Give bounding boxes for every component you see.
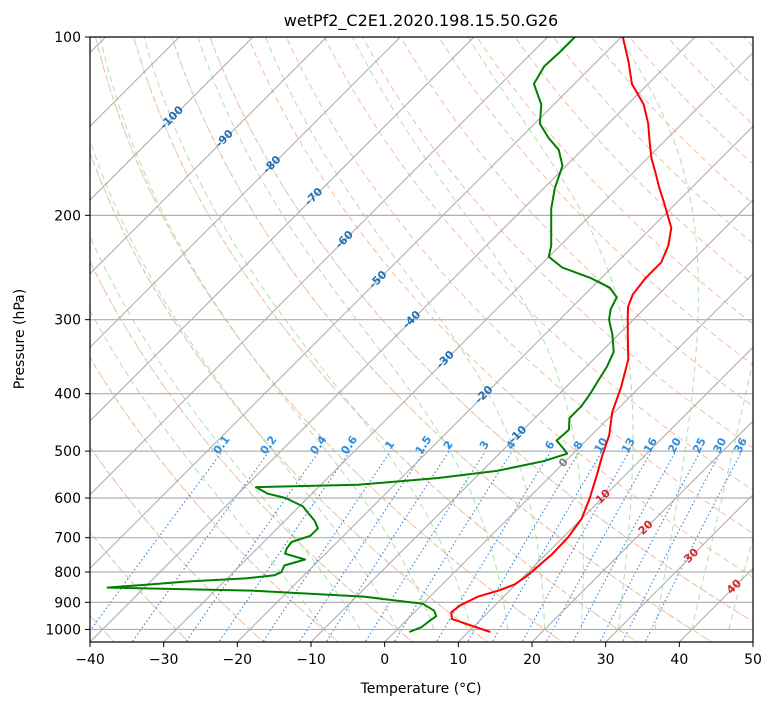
y-axis-title: Pressure (hPa) (12, 289, 28, 389)
mixing-ratio-line (621, 450, 722, 642)
moist-adiabat-line (352, 37, 584, 630)
moist-adiabat-line (467, 37, 634, 630)
y-tick-label: 100 (54, 30, 81, 46)
x-tick-label: 20 (523, 652, 541, 668)
y-tick-label: 600 (54, 491, 81, 507)
dry-adiabat-line (362, 37, 753, 449)
moist-adiabat-line (728, 536, 753, 630)
y-tick-label: 500 (54, 444, 81, 460)
x-axis-title: Temperature (°C) (360, 681, 482, 697)
isotherm-line (236, 125, 753, 642)
y-tick-label: 1000 (45, 622, 81, 638)
isotherm-line (90, 37, 475, 422)
isotherm-line (90, 37, 549, 496)
mixing-ratio-line (262, 450, 392, 642)
isotherm-line (604, 493, 753, 642)
x-tick-label: −10 (296, 652, 326, 668)
x-tick-label: 30 (597, 652, 615, 668)
temperature-line (450, 37, 673, 633)
moist-adiabat-line (691, 357, 753, 630)
x-tick-label: −20 (223, 652, 253, 668)
moist-adiabat-line (619, 37, 699, 630)
profile-lines (106, 37, 673, 633)
plot-frame (89, 36, 754, 643)
theta-e-line (90, 445, 265, 642)
mixing-ratio-line (393, 450, 513, 642)
mixing-ratio-line (325, 450, 450, 642)
mixing-ratio-line (90, 450, 223, 632)
y-tick-label: 300 (54, 313, 81, 329)
x-tick-label: 40 (670, 652, 688, 668)
dry-adiabat-line (438, 37, 753, 366)
y-tick-label: 400 (54, 387, 81, 403)
background-lines (90, 37, 753, 642)
y-tick-label: 700 (54, 531, 81, 547)
isotherm-line (457, 346, 753, 642)
dry-adiabat-line (323, 37, 753, 491)
mixing-ratio-line (131, 450, 270, 642)
dewpoint-line (106, 37, 618, 633)
dry-adiabat-line (514, 37, 753, 285)
moist-adiabat-line (264, 37, 546, 630)
moist-adiabat-line (90, 138, 398, 630)
theta-e-line (133, 37, 638, 642)
x-tick-label: 10 (449, 652, 467, 668)
moist-adiabat-line (90, 309, 324, 630)
x-tick-label: 0 (380, 652, 389, 668)
dry-adiabat-line (247, 37, 753, 578)
mixing-ratio-line (572, 450, 677, 642)
isotherm-line (310, 199, 753, 642)
mixing-ratio-line (218, 450, 351, 642)
isotherm-line (531, 420, 753, 642)
isotherm-line (90, 37, 254, 201)
isotherm-line (383, 272, 753, 642)
y-tick-label: 800 (54, 565, 81, 581)
isotherm-line (90, 37, 328, 275)
y-tick-label: 200 (54, 208, 81, 224)
x-tick-label: −40 (75, 652, 105, 668)
isotherm-line (90, 37, 402, 349)
dry-adiabat-line (476, 37, 753, 325)
y-tick-label: 900 (54, 595, 81, 611)
isotherm-line (162, 51, 753, 642)
isotherm-line (90, 37, 623, 570)
mixing-ratio-label: 36 (731, 435, 750, 455)
isotherm-line (90, 37, 696, 642)
theta-e-line (90, 151, 489, 642)
dry-adiabat-line (285, 37, 753, 534)
mixing-ratio-line (599, 450, 701, 642)
x-tick-label: 50 (744, 652, 762, 668)
axis-ticks: −40 −30 −20 −10 0 10 20 30 40 50 100 200 300 400 500 60… (45, 30, 762, 668)
moist-adiabat-line (99, 37, 435, 630)
chart-title: wetPf2_C2E1.2020.198.15.50.G26 (284, 11, 558, 31)
x-tick-label: −30 (149, 652, 179, 668)
mixing-ratio-line (298, 450, 425, 642)
mixing-ratio-label: 25 (690, 436, 709, 456)
moist-adiabat-line (143, 37, 472, 630)
moist-adiabat-line (90, 235, 361, 630)
mixing-ratio-line (185, 450, 320, 642)
mixing-ratio-line (466, 450, 580, 642)
